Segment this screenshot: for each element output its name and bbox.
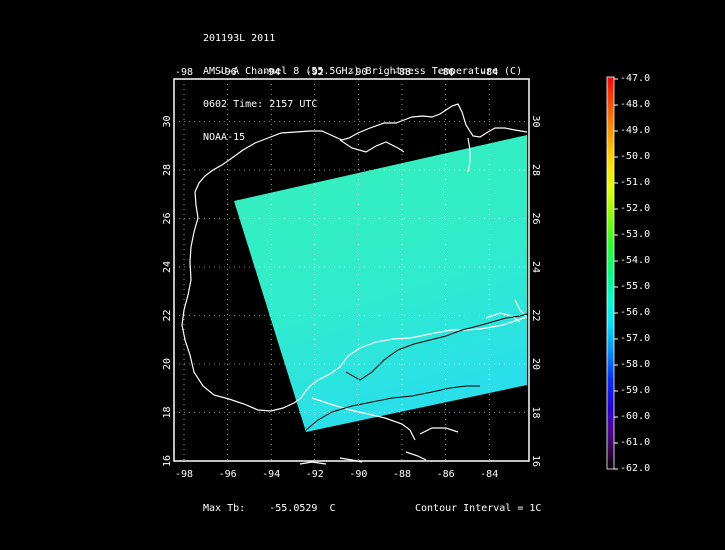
colorbar (606, 76, 615, 470)
lon-label-top: -98 (175, 67, 193, 78)
colorbar-label: -47.0 (620, 73, 651, 84)
max-tb: Max Tb: -55.0529 C (203, 503, 336, 514)
axis-tick-labels: -98 -98 -96 -96 -94 -94 -92 -92 -90 -90 -88 -88 -86 -… (162, 67, 541, 480)
lat-label-left: 24 (162, 261, 173, 273)
lon-label-bottom: -84 (480, 469, 498, 480)
lat-label-left: 28 (162, 164, 173, 176)
satellite-swath (234, 135, 527, 432)
lat-label-right: 26 (530, 212, 541, 224)
title-line-product: AMSU-A Channel 8 (55.5GHz) Brightness Te… (203, 66, 523, 77)
colorbar-label: -49.0 (620, 125, 651, 136)
lon-label-top: -86 (437, 67, 455, 78)
map-frame (173, 78, 530, 462)
colorbar-label: -62.0 (620, 463, 651, 474)
colorbar-label: -59.0 (620, 385, 651, 396)
lat-label-right: 28 (530, 164, 541, 176)
lat-label-left: 16 (162, 455, 173, 467)
lat-label-left: 20 (162, 358, 173, 370)
colorbar-label: -54.0 (620, 255, 651, 266)
colorbar-label: -57.0 (620, 333, 651, 344)
lat-label-right: 16 (530, 455, 541, 467)
title-line-satellite: NOAA-15 (203, 132, 246, 143)
title-line-storm: 201193L 2011 (203, 33, 276, 44)
lon-label-top: -92 (306, 67, 324, 78)
colorbar-label: -48.0 (620, 99, 651, 110)
lon-label-top: -94 (262, 67, 280, 78)
lon-label-top: -96 (219, 67, 237, 78)
lat-label-right: 18 (530, 406, 541, 418)
lat-label-right: 22 (530, 309, 541, 321)
colorbar-label: -61.0 (620, 437, 651, 448)
colorbar-label: -50.0 (620, 151, 651, 162)
lon-label-top: -90 (349, 67, 367, 78)
lat-label-left: 22 (162, 309, 173, 321)
lon-label-bottom: -96 (219, 469, 237, 480)
lat-lon-grid (174, 79, 529, 462)
colorbar-label: -53.0 (620, 229, 651, 240)
colorbar-label: -60.0 (620, 411, 651, 422)
lat-label-left: 26 (162, 212, 173, 224)
lat-label-left: 18 (162, 406, 173, 418)
lat-label-left: 30 (162, 115, 173, 127)
lon-label-bottom: -90 (349, 469, 367, 480)
lat-label-right: 30 (530, 115, 541, 127)
colorbar-label: -52.0 (620, 203, 651, 214)
plot-title-block: 201193L 2011 AMSU-A Channel 8 (55.5GHz) … (203, 11, 522, 154)
lon-label-bottom: -86 (437, 469, 455, 480)
colorbar-label: -51.0 (620, 177, 651, 188)
lon-label-bottom: -98 (175, 469, 193, 480)
contour-interval: Contour Interval = 1C (415, 503, 542, 514)
temperature-contours (305, 313, 528, 431)
lon-label-top: -88 (393, 67, 411, 78)
lat-label-right: 24 (530, 261, 541, 273)
colorbar-ticks (614, 78, 618, 470)
lon-label-bottom: -92 (306, 469, 324, 480)
title-line-time: 0602 Time: 2157 UTC (203, 99, 318, 110)
lat-label-right: 20 (530, 358, 541, 370)
lon-label-bottom: -88 (393, 469, 411, 480)
colorbar-label: -56.0 (620, 307, 651, 318)
max-tb-label: Max Tb: (203, 503, 246, 514)
max-tb-value: -55.0529 (269, 503, 318, 514)
colorbar-label: -55.0 (620, 281, 651, 292)
max-tb-unit: C (329, 503, 336, 514)
lon-label-bottom: -94 (262, 469, 280, 480)
lon-label-top: -84 (480, 67, 498, 78)
colorbar-label: -58.0 (620, 359, 651, 370)
